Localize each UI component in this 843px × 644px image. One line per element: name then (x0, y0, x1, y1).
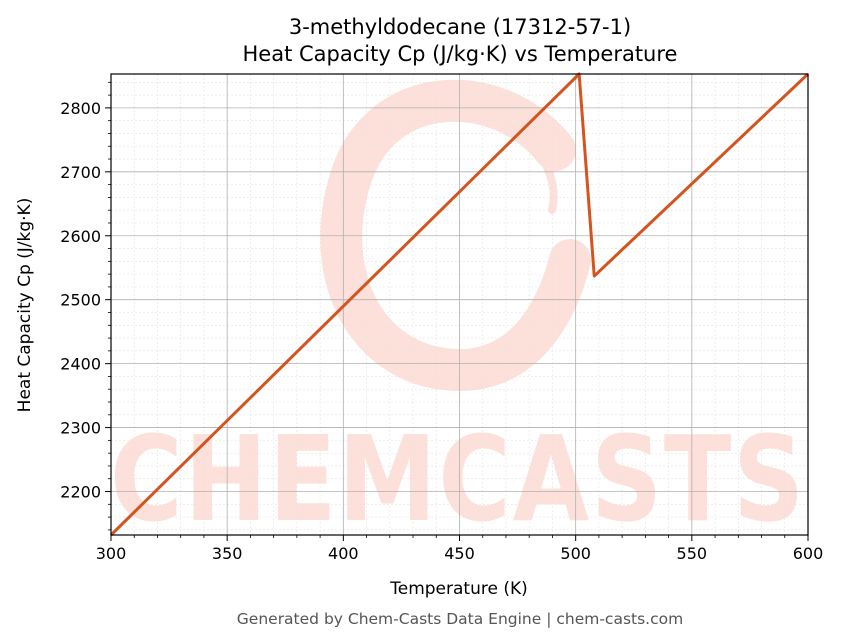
tick-labels: 300 350 400 450 500 550 600 2200 2300 2400 2500 260… (60, 99, 823, 563)
x-tick-label: 450 (444, 544, 475, 563)
y-tick-label: 2800 (60, 99, 101, 118)
axis-ticks (105, 81, 809, 541)
x-tick-label: 600 (793, 544, 824, 563)
watermark-text: CHEMCASTS (110, 410, 806, 548)
y-tick-label: 2600 (60, 227, 101, 246)
x-tick-label: 300 (96, 544, 127, 563)
x-tick-label: 400 (328, 544, 359, 563)
y-axis-label: Heat Capacity Cp (J/kg·K) (15, 198, 35, 413)
series-line (109, 72, 810, 537)
x-tick-label: 550 (677, 544, 708, 563)
chart-title: 3-methyldodecane (17312-57-1) (289, 15, 631, 39)
chart-subtitle: Heat Capacity Cp (J/kg·K) vs Temperature (243, 42, 678, 66)
y-tick-label: 2200 (60, 483, 101, 502)
x-axis-label: Temperature (K) (389, 579, 528, 599)
y-tick-label: 2700 (60, 163, 101, 182)
series-layer (109, 72, 810, 537)
x-tick-label: 500 (560, 544, 591, 563)
watermark-logo (320, 79, 591, 392)
y-tick-label: 2300 (60, 419, 101, 438)
x-tick-label: 350 (212, 544, 243, 563)
footer-credit: Generated by Chem-Casts Data Engine | ch… (237, 610, 683, 628)
y-tick-label: 2500 (60, 291, 101, 310)
y-tick-label: 2400 (60, 355, 101, 374)
